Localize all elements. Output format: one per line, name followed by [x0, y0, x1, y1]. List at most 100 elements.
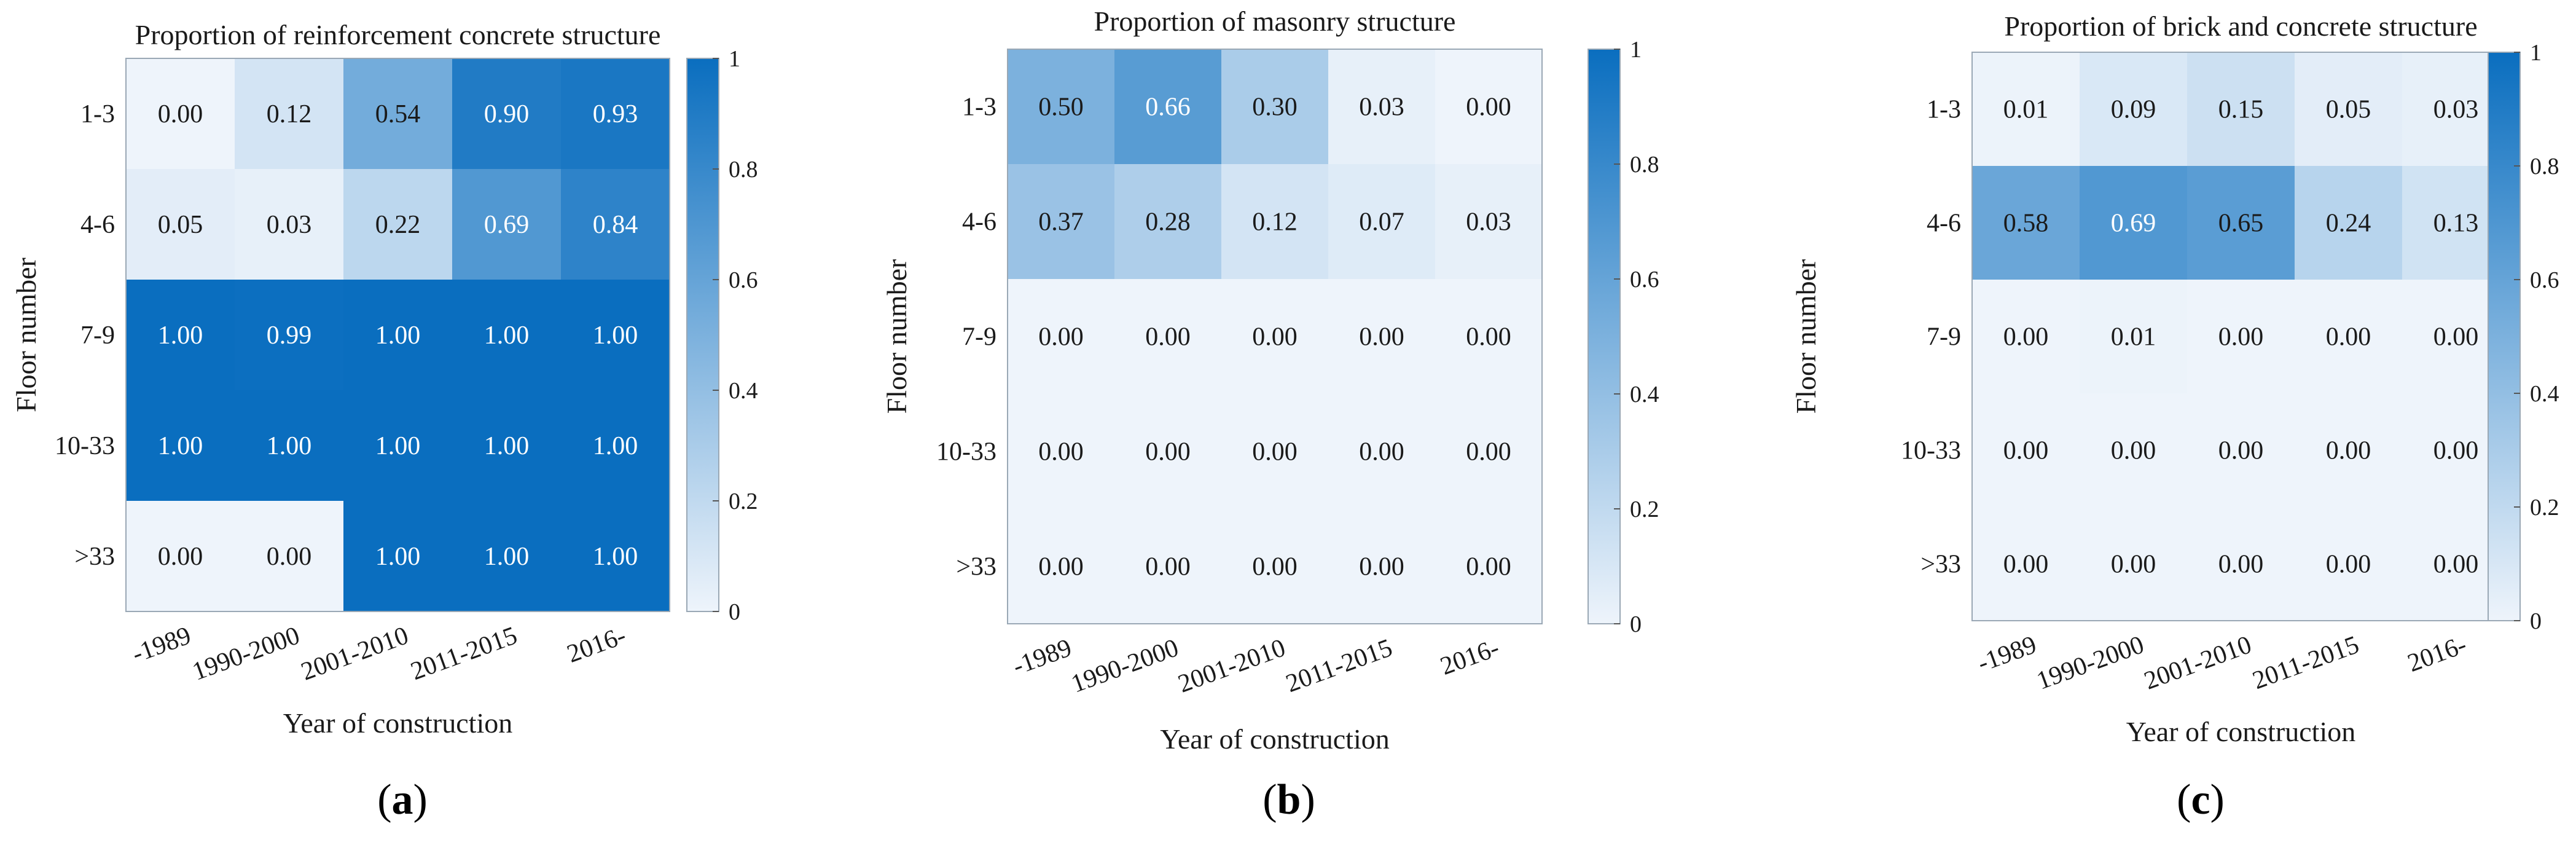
heatmap-cell	[235, 390, 344, 501]
chart-title: Proportion of masonry structure	[1094, 6, 1456, 37]
heatmap-cell	[1972, 280, 2080, 394]
colorbar-tick-label: 0.4	[2530, 381, 2559, 407]
heatmap-cell	[1328, 394, 1436, 509]
x-tick-label: 1990-2000	[2033, 631, 2148, 695]
caption-a-letter: a	[391, 776, 413, 823]
cell-value-label: 0.00	[1359, 438, 1404, 466]
cell-value-label: 0.84	[593, 211, 638, 239]
heatmap-cell	[2187, 393, 2295, 508]
colorbar-tick-label: 0.2	[729, 489, 758, 514]
x-tick-label: -1989	[1009, 634, 1076, 681]
cell-value-label: 0.00	[2003, 437, 2049, 465]
heatmap-cell	[126, 58, 235, 170]
heatmap-cell	[343, 390, 453, 501]
colorbar-tick-label: 0.6	[1630, 267, 1659, 293]
cell-value-label: 0.00	[1145, 323, 1191, 352]
colorbar	[2488, 52, 2521, 621]
cell-value-label: 0.00	[158, 100, 203, 128]
heatmap-cell	[452, 390, 562, 501]
x-axis-label: Year of construction	[2126, 716, 2355, 747]
heatmap-cell	[126, 169, 235, 280]
cell-value-label: 0.05	[2326, 96, 2371, 124]
plot-frame	[1007, 49, 1543, 624]
cell-value-label: 0.00	[2003, 323, 2049, 352]
heatmap-cell	[1114, 49, 1222, 165]
heatmap-cell	[1221, 279, 1329, 395]
heatmap-cell	[235, 501, 344, 612]
heatmap-cell	[126, 390, 235, 501]
cell-value-label: 0.00	[2111, 437, 2156, 465]
heatmap-cell	[561, 58, 670, 170]
heatmap-cell	[1435, 394, 1543, 509]
x-tick-label: 2016-	[1437, 634, 1503, 681]
cell-value-label: 0.00	[2433, 437, 2479, 465]
cell-value-label: 0.03	[2433, 96, 2479, 124]
heatmap-cell	[452, 169, 562, 280]
y-tick-label: 1-3	[1927, 96, 1961, 124]
colorbar-tick-label: 0.4	[1630, 382, 1659, 407]
heatmap-cell	[1972, 393, 2080, 508]
cell-value-label: 0.09	[2111, 96, 2156, 124]
cell-value-label: 0.12	[1252, 208, 1298, 237]
colorbar-tick-label: 0.2	[2530, 495, 2559, 521]
heatmap-cell	[2080, 166, 2188, 280]
heatmap-cell	[1435, 49, 1543, 165]
y-tick-label: 7-9	[962, 323, 996, 352]
cell-value-label: 0.12	[267, 100, 312, 128]
cell-value-label: 1.00	[158, 432, 203, 460]
cell-value-label: 0.03	[267, 211, 312, 239]
heatmap-cell	[1008, 394, 1115, 509]
heatmap-cell	[561, 501, 670, 612]
colorbar-tick-label: 1	[2530, 40, 2542, 66]
heatmap-cell	[1435, 164, 1543, 280]
heatmap-cell	[343, 501, 453, 612]
colorbar-tick-label: 0.6	[2530, 267, 2559, 293]
x-tick-label: 2001-2010	[2140, 631, 2255, 695]
x-axis-label: Year of construction	[283, 707, 512, 739]
heatmap-cell	[2295, 280, 2403, 394]
cell-value-label: 0.01	[2003, 96, 2049, 124]
heatmap-cell	[2187, 52, 2295, 167]
heatmap-cell	[1328, 164, 1436, 280]
heatmap-cell	[1008, 509, 1115, 624]
colorbar-tick-label: 0.6	[729, 267, 758, 293]
cell-value-label: 0.05	[158, 211, 203, 239]
cell-value-label: 1.00	[158, 321, 203, 350]
chart-title: Proportion of brick and concrete structu…	[2004, 10, 2477, 42]
heatmap-cell	[2080, 507, 2188, 621]
colorbar-tick-label: 0	[729, 599, 740, 625]
y-axis-label: Floor number	[1790, 259, 1822, 414]
colorbar-tick-label: 0.8	[1630, 152, 1659, 178]
heatmap-cell	[561, 280, 670, 391]
cell-value-label: 0.00	[1252, 553, 1298, 581]
caption-c-close: )	[2210, 776, 2225, 823]
cell-value-label: 0.00	[1145, 553, 1191, 581]
x-tick-label: -1989	[1974, 631, 2040, 678]
cell-value-label: 0.69	[484, 211, 530, 239]
cell-value-label: 0.00	[2218, 437, 2264, 465]
chart-title: Proportion of reinforcement concrete str…	[135, 19, 661, 50]
caption-b: (b)	[1227, 776, 1350, 825]
cell-value-label: 0.03	[1466, 208, 1511, 237]
caption-c: (c)	[2139, 776, 2262, 825]
x-tick-label: 2016-	[2404, 631, 2470, 678]
heatmap-cell	[235, 169, 344, 280]
cell-value-label: 1.00	[375, 543, 421, 571]
heatmap-cell	[1328, 49, 1436, 165]
heatmap-cell	[1114, 509, 1222, 624]
cell-value-label: 0.69	[2111, 210, 2156, 238]
heatmap-cell	[343, 169, 453, 280]
heatmap-cell	[1114, 394, 1222, 509]
heatmap-cell	[2295, 507, 2403, 621]
heatmap-cell	[2295, 166, 2403, 280]
cell-value-label: 1.00	[267, 432, 312, 460]
heatmap-cell	[1972, 166, 2080, 280]
cell-value-label: 0.00	[1466, 93, 1511, 122]
heatmap-cell	[126, 501, 235, 612]
cell-value-label: 0.22	[375, 211, 421, 239]
heatmap-cell	[1221, 164, 1329, 280]
heatmap-cell	[1008, 164, 1115, 280]
caption-a-open: (	[377, 776, 392, 823]
caption-a-close: )	[413, 776, 428, 823]
cell-value-label: 1.00	[593, 432, 638, 460]
